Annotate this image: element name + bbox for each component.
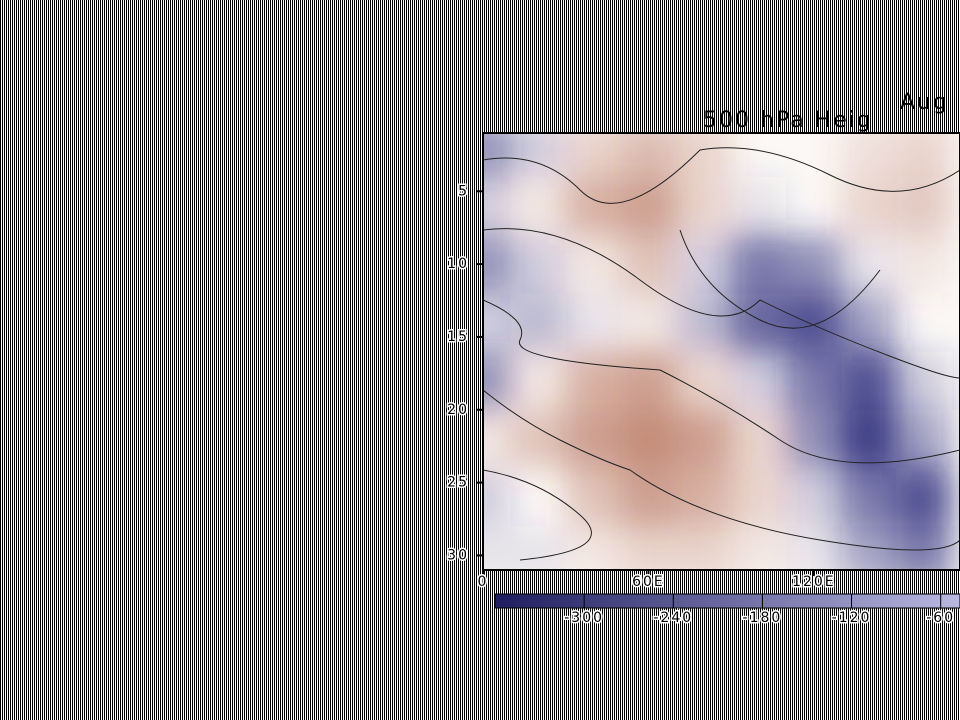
heat-cell — [841, 468, 897, 527]
heat-cell — [483, 293, 511, 352]
y-tick-label: 25 — [447, 475, 469, 491]
heat-cell — [731, 234, 787, 294]
heat-cell — [896, 526, 952, 570]
heat-cell — [676, 351, 732, 410]
heat-cell — [786, 526, 842, 570]
contour — [483, 228, 960, 379]
heat-cell — [565, 293, 621, 352]
heat-cell — [483, 409, 511, 469]
heat-cell — [896, 133, 952, 177]
heat-cell — [565, 234, 621, 294]
contour — [483, 147, 960, 204]
heat-cell — [676, 526, 732, 570]
heat-cell — [786, 293, 842, 352]
chart-title: Aug — [900, 90, 949, 115]
heat-cell — [483, 526, 511, 570]
heat-cell — [676, 468, 732, 527]
heat-cell — [841, 133, 897, 177]
heat-cell — [511, 468, 566, 526]
colorbar-label: -240 — [653, 610, 693, 626]
chart-subtitle: 500 hPa Heig — [703, 108, 873, 133]
heat-cell — [483, 176, 511, 235]
x-tick-label: 60E — [632, 574, 665, 590]
heat-cell — [676, 409, 732, 469]
heat-cell — [620, 351, 677, 410]
heat-cell — [676, 176, 732, 235]
heat-cell — [620, 526, 677, 570]
y-tick-label: 5 — [458, 183, 469, 199]
colorbar — [494, 593, 960, 609]
heat-cell — [731, 468, 787, 527]
heat-cell — [896, 176, 952, 235]
heat-cell — [731, 526, 787, 570]
heat-cell — [676, 234, 732, 294]
heat-cell — [786, 234, 842, 294]
heat-cell — [483, 133, 511, 177]
heat-cell — [897, 293, 952, 351]
heat-cell — [786, 351, 842, 410]
heat-cell — [510, 526, 566, 570]
heat-cell — [896, 234, 952, 294]
colorbar-label: -120 — [832, 610, 872, 626]
heat-cell — [510, 176, 566, 235]
heat-cell — [841, 293, 897, 352]
colorbar-label: -300 — [564, 610, 604, 626]
heat-cell — [841, 351, 897, 410]
heat-cell — [896, 468, 952, 527]
heat-cell — [565, 133, 621, 177]
y-tick-label: 30 — [447, 547, 469, 563]
heat-cell — [620, 234, 677, 294]
heat-cell — [786, 468, 842, 527]
heat-cell — [676, 133, 732, 177]
contours — [483, 147, 960, 561]
heat-cell — [510, 409, 566, 469]
heat-cell — [731, 176, 787, 235]
heat-cell — [620, 133, 677, 177]
heat-cell — [676, 293, 732, 352]
x-tick-label: 0 — [478, 574, 489, 590]
y-tick-label: 15 — [447, 329, 469, 345]
heat-cell — [510, 351, 566, 410]
heat-cell — [510, 234, 566, 294]
heat-cell — [620, 409, 677, 469]
heat-cell — [841, 409, 897, 469]
heat-cell — [731, 351, 787, 410]
heat-cell — [510, 293, 566, 352]
heat-cell — [786, 177, 841, 235]
contour — [483, 299, 960, 464]
heat-cell — [731, 409, 787, 469]
heat-cell — [565, 468, 621, 527]
y-tick-label: 10 — [447, 256, 469, 272]
heat-cell — [483, 351, 511, 410]
heat-cell — [620, 176, 677, 235]
heat-cell — [731, 293, 787, 352]
x-tick-label: 120E — [792, 574, 836, 590]
heat-cell — [841, 176, 897, 235]
heat-cell — [620, 468, 677, 527]
heat-cell — [483, 234, 511, 294]
heat-cell — [896, 409, 952, 469]
colorbar-label: -60 — [926, 610, 955, 626]
heat-cell — [841, 526, 897, 570]
plot-frame — [482, 132, 960, 571]
heat-cell — [565, 409, 621, 469]
heat-cell — [786, 409, 842, 469]
heat-cell — [620, 293, 677, 352]
y-tick-label: 20 — [447, 402, 469, 418]
heat-cell — [896, 351, 952, 410]
field — [483, 133, 952, 570]
heat-cell — [565, 526, 621, 570]
contour — [483, 389, 960, 551]
contour — [679, 229, 881, 329]
heat-cell — [483, 468, 511, 527]
heat-cell — [565, 176, 621, 235]
contour — [483, 469, 592, 561]
heat-cell — [565, 351, 621, 410]
colorbar-label: -180 — [743, 610, 783, 626]
heat-cell — [510, 133, 566, 177]
